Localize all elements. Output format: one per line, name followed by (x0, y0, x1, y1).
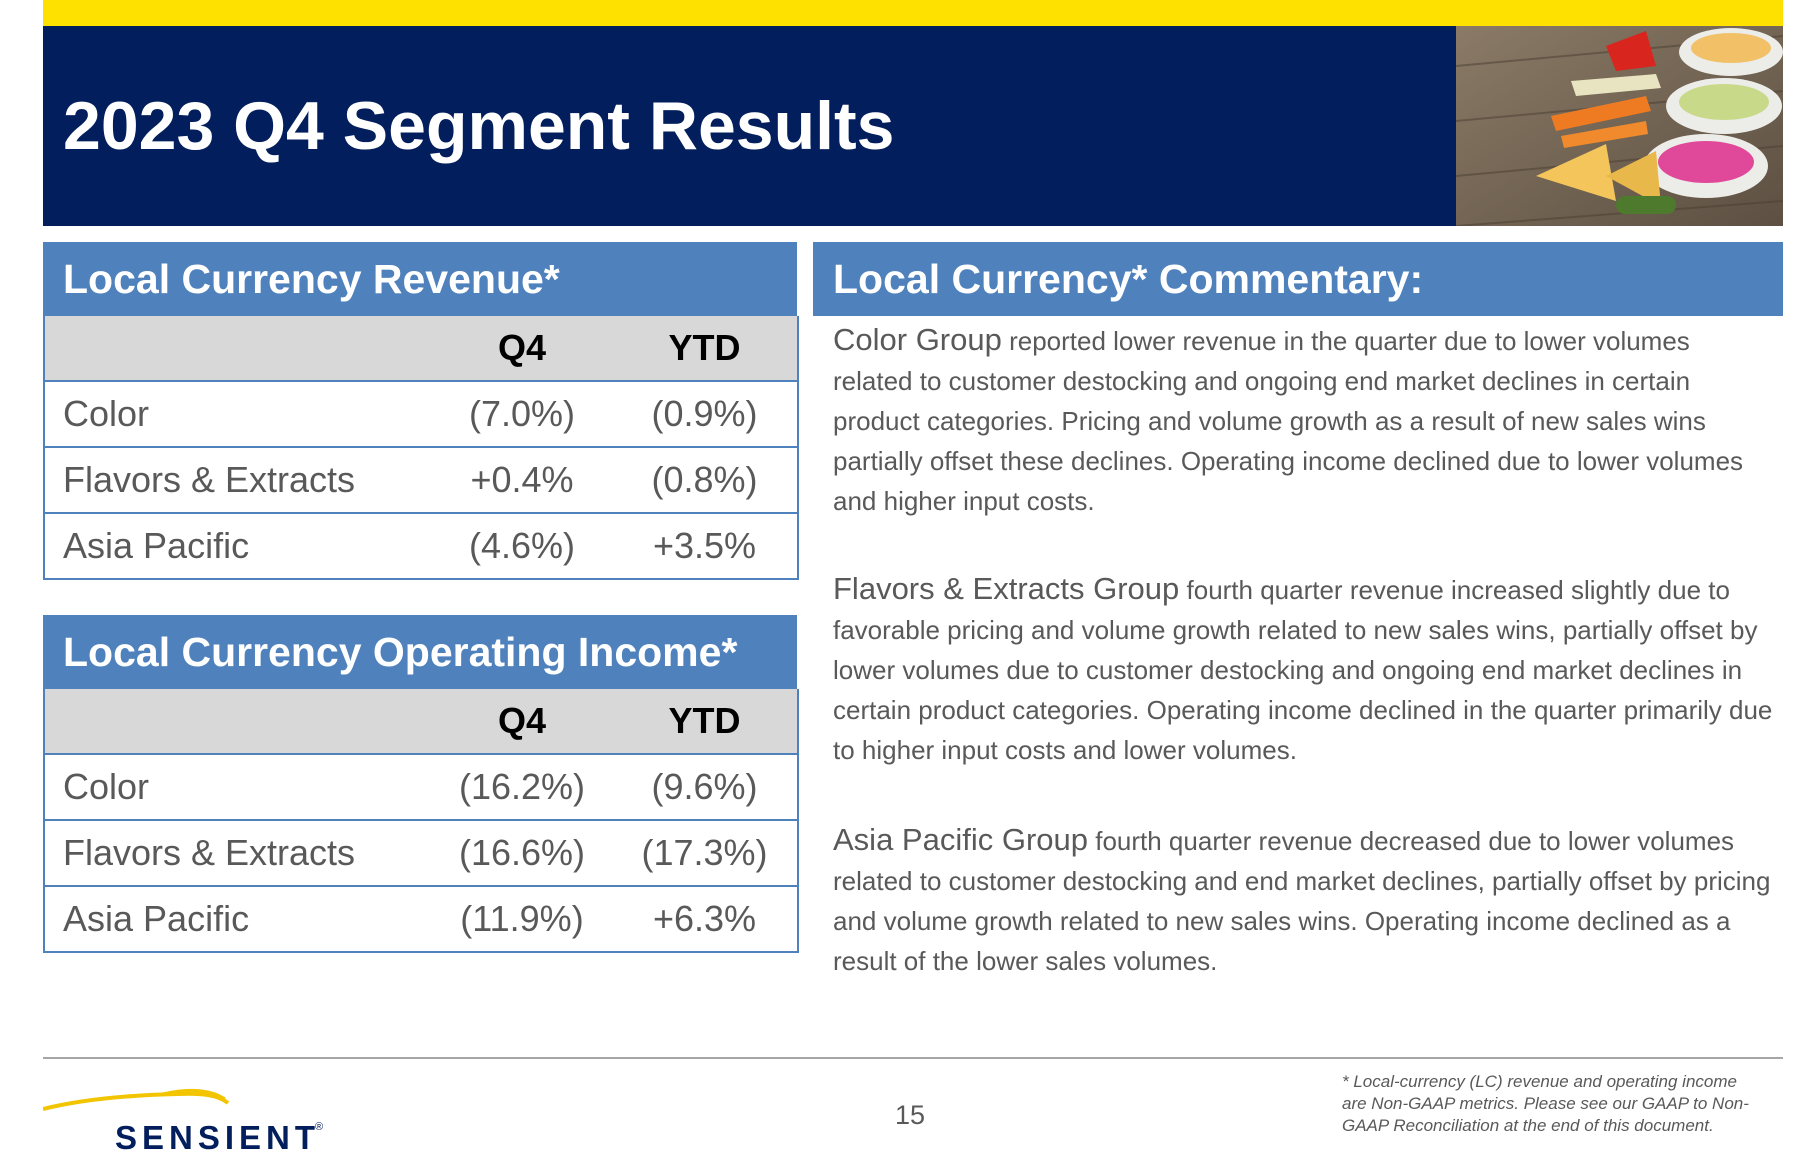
table-header-row: Q4 YTD (43, 316, 799, 381)
q4-value: (16.2%) (432, 753, 612, 821)
revenue-table: Q4 YTD Color (7.0%) (0.9%) Flavors & Ext… (43, 316, 799, 580)
sensient-logo: SENSIENT ® (43, 1085, 333, 1165)
revenue-table-title: Local Currency Revenue* (43, 242, 797, 316)
table-row: Asia Pacific (4.6%) +3.5% (43, 512, 799, 580)
column-header-segment (43, 689, 432, 754)
table-row: Color (7.0%) (0.9%) (43, 380, 799, 448)
table-header-row: Q4 YTD (43, 689, 799, 754)
operating-income-table: Q4 YTD Color (16.2%) (9.6%) Flavors & Ex… (43, 689, 799, 953)
commentary-body: Color Group reported lower revenue in th… (813, 320, 1783, 981)
ytd-value: (0.8%) (612, 446, 799, 514)
segment-label: Color (43, 753, 432, 821)
commentary-title: Local Currency* Commentary: (813, 242, 1783, 316)
segment-label: Flavors & Extracts (43, 446, 432, 514)
table-row: Asia Pacific (11.9%) +6.3% (43, 885, 799, 953)
ytd-value: (17.3%) (612, 819, 799, 887)
segment-label: Asia Pacific (43, 885, 432, 953)
title-banner: 2023 Q4 Segment Results (43, 26, 1456, 226)
commentary-paragraph-flavors: Flavors & Extracts Group fourth quarter … (833, 569, 1775, 770)
page-number: 15 (894, 1100, 926, 1130)
ytd-value: +3.5% (612, 512, 799, 580)
top-accent-bar (43, 0, 1783, 26)
operating-income-table-block: Local Currency Operating Income* Q4 YTD … (43, 615, 799, 953)
segment-label: Asia Pacific (43, 512, 432, 580)
commentary-panel: Local Currency* Commentary: Color Group … (813, 242, 1783, 981)
food-dips-photo (1456, 26, 1783, 226)
q4-value: +0.4% (432, 446, 612, 514)
paragraph-text: fourth quarter revenue decreased due to … (833, 826, 1771, 976)
commentary-paragraph-asia-pacific: Asia Pacific Group fourth quarter revenu… (833, 820, 1775, 981)
group-name: Asia Pacific Group (833, 822, 1088, 857)
table-row: Flavors & Extracts (16.6%) (17.3%) (43, 819, 799, 887)
segment-label: Flavors & Extracts (43, 819, 432, 887)
operating-income-table-title: Local Currency Operating Income* (43, 615, 797, 689)
logo-text: SENSIENT (115, 1119, 321, 1156)
paragraph-text: reported lower revenue in the quarter du… (833, 326, 1744, 516)
registered-mark: ® (315, 1121, 324, 1133)
segment-label: Color (43, 380, 432, 448)
ytd-value: (9.6%) (612, 753, 799, 821)
column-header-q4: Q4 (432, 316, 612, 381)
ytd-value: (0.9%) (612, 380, 799, 448)
ytd-value: +6.3% (612, 885, 799, 953)
group-name: Color Group (833, 322, 1002, 357)
q4-value: (7.0%) (432, 380, 612, 448)
q4-value: (16.6%) (432, 819, 612, 887)
column-header-segment (43, 316, 432, 381)
commentary-paragraph-color: Color Group reported lower revenue in th… (833, 320, 1775, 521)
q4-value: (4.6%) (432, 512, 612, 580)
table-row: Flavors & Extracts +0.4% (0.8%) (43, 446, 799, 514)
group-name: Flavors & Extracts Group (833, 571, 1180, 606)
column-header-ytd: YTD (612, 689, 799, 754)
revenue-table-block: Local Currency Revenue* Q4 YTD Color (7.… (43, 242, 799, 580)
q4-value: (11.9%) (432, 885, 612, 953)
table-row: Color (16.2%) (9.6%) (43, 753, 799, 821)
logo-swoosh-icon (43, 1088, 230, 1111)
paragraph-text: fourth quarter revenue increased slightl… (833, 575, 1773, 765)
column-header-q4: Q4 (432, 689, 612, 754)
footer-divider (43, 1057, 1783, 1059)
footnote: * Local-currency (LC) revenue and operat… (1342, 1072, 1749, 1135)
column-header-ytd: YTD (612, 316, 799, 381)
page-title: 2023 Q4 Segment Results (63, 88, 895, 164)
